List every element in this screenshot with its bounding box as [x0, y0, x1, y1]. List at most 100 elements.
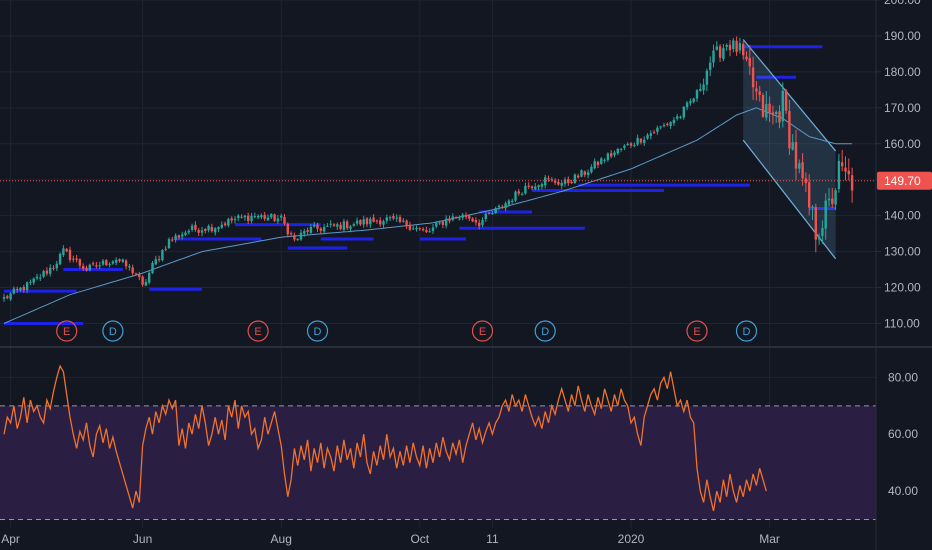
candle-body [12, 288, 16, 294]
price-axis-label: 180.00 [884, 65, 921, 79]
candle-body [303, 231, 306, 234]
rsi-axis-label: 60.00 [888, 427, 918, 441]
candle-body [418, 228, 421, 230]
candle-body [227, 218, 230, 226]
dividend-marker[interactable]: D [102, 320, 124, 342]
price-axis-label: 140.00 [884, 209, 921, 223]
candle-body [652, 132, 656, 134]
candle-body [375, 220, 379, 222]
candle-body [709, 62, 712, 70]
rsi-pane[interactable] [0, 364, 876, 520]
dividend-marker[interactable]: D [534, 320, 556, 342]
earnings-marker[interactable]: E [686, 320, 708, 342]
candle-body [369, 218, 372, 225]
candle-body [784, 90, 788, 111]
candle-body [299, 232, 303, 240]
candle-body [501, 206, 504, 208]
earnings-marker[interactable]: E [471, 320, 494, 342]
candle-body [336, 224, 339, 227]
time-axis-label: 2020 [618, 532, 645, 546]
candle-body [798, 163, 801, 169]
earnings-marker[interactable]: E [247, 320, 269, 342]
candle-body [695, 90, 699, 99]
candle-body [45, 270, 49, 274]
candle-body [184, 232, 187, 236]
candle-body [62, 248, 65, 255]
candle-body [85, 267, 88, 271]
time-axis[interactable]: Apr Jun Aug Oct 11 2020 Mar [1, 532, 780, 546]
candle-body [801, 162, 804, 179]
candle-body [431, 227, 435, 231]
candle-body [42, 271, 45, 277]
candle-body [583, 171, 586, 175]
candle-body [16, 289, 19, 291]
candle-body [669, 122, 672, 126]
candle-body [662, 125, 666, 127]
candle-body [194, 224, 197, 230]
moving-average-line [3, 107, 853, 324]
rsi-axis[interactable]: 40.00 60.00 80.00 [888, 370, 918, 498]
candle-body [181, 234, 184, 237]
candle-body [517, 191, 520, 194]
last-price-value: 149.70 [884, 174, 921, 188]
candle-body [791, 142, 794, 150]
candle-body [553, 180, 557, 183]
support-resistance-levels [4, 45, 836, 325]
candle-body [586, 172, 590, 176]
candle-body [428, 231, 431, 233]
marker-label: D [743, 326, 751, 338]
marker-circle [471, 320, 494, 342]
candle-body [808, 182, 811, 208]
candle-body [148, 272, 151, 283]
dividend-marker[interactable]: D [306, 320, 329, 342]
marker-label: E [693, 326, 700, 338]
candle-body [738, 43, 742, 51]
candle-body [326, 225, 329, 227]
candle-body [563, 179, 567, 184]
candle-body [91, 263, 95, 265]
candle-body [359, 220, 362, 225]
candle-body [689, 101, 692, 104]
time-axis-label: Aug [271, 532, 292, 546]
candle-body [263, 214, 266, 219]
candle-body [309, 227, 313, 233]
candle-body [197, 230, 200, 233]
candle-body [481, 220, 484, 226]
candle-body [850, 175, 854, 191]
candle-body [121, 259, 124, 262]
candle-body [25, 282, 29, 291]
candle-body [141, 276, 144, 285]
candle-body [171, 239, 174, 241]
candle-body [715, 46, 718, 50]
candle-body [613, 152, 616, 156]
candle-body [124, 260, 128, 267]
candle-body [388, 217, 392, 219]
candle-body [722, 48, 725, 59]
candle-body [596, 161, 600, 166]
candle-body [273, 214, 276, 221]
candle-body [639, 138, 643, 143]
candle-body [82, 265, 85, 269]
candle-body [187, 230, 190, 233]
candle-body [817, 236, 821, 240]
candle-body [755, 88, 758, 92]
marker-circle [247, 320, 269, 342]
dividend-marker[interactable]: D [735, 320, 758, 342]
candle-body [398, 216, 402, 223]
price-axis-label: 130.00 [884, 245, 921, 259]
candle-body [610, 153, 613, 157]
candle-body [448, 218, 451, 222]
candle-body [761, 95, 765, 117]
candle-body [672, 119, 676, 124]
candle-body [725, 45, 728, 47]
rsi-axis-label: 40.00 [888, 484, 918, 498]
earnings-marker[interactable]: E [56, 320, 78, 342]
candle-body [775, 111, 778, 115]
candle-body [250, 215, 253, 222]
candle-body [131, 267, 134, 274]
candle-body [128, 266, 131, 268]
candle-body [72, 258, 75, 260]
